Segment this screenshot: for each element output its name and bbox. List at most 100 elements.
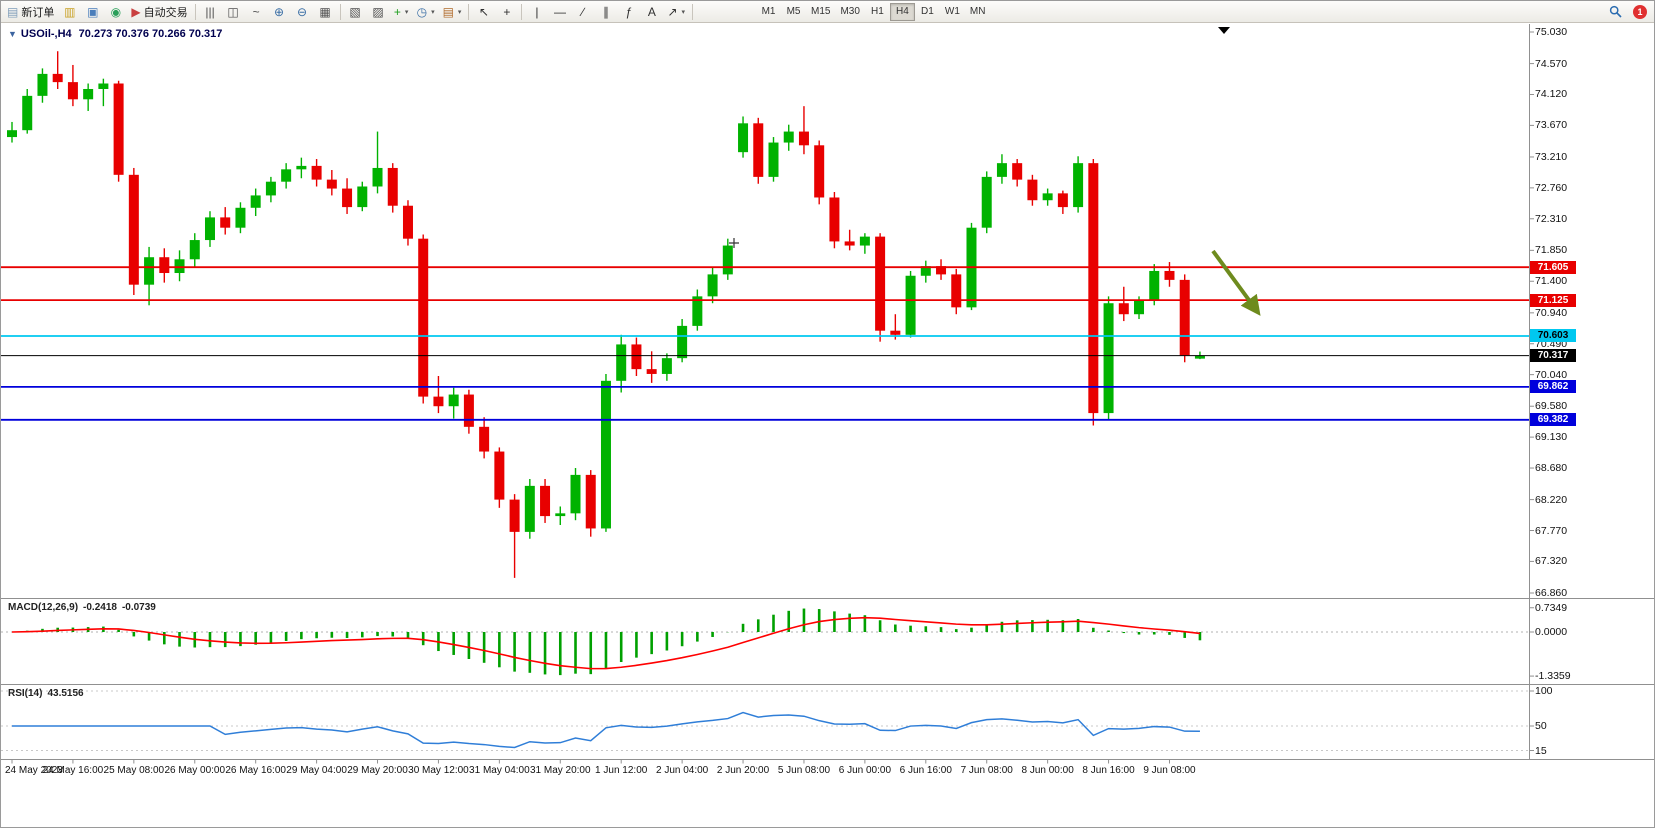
toolbar-separator: [468, 3, 470, 20]
price-scale-label: 67.320: [1535, 555, 1568, 568]
new-order-button[interactable]: ▤ 新订单: [3, 2, 58, 22]
time-axis-label: 24 May 16:00: [42, 765, 104, 776]
timeframe-h4-button[interactable]: H4: [889, 2, 915, 21]
notification-badge[interactable]: 1: [1633, 4, 1647, 19]
vertical-line-button[interactable]: |: [525, 2, 548, 22]
price-tag-69.862: 69.862: [1530, 380, 1576, 394]
chart-title: ▼ USOil-,H4 70.273 70.376 70.266 70.317: [8, 28, 222, 40]
fibonacci-icon: ƒ: [625, 4, 633, 19]
trendline-button[interactable]: ∕: [571, 2, 594, 22]
toolbar-separator: [521, 3, 523, 20]
time-axis-label: 9 Jun 08:00: [1143, 765, 1196, 776]
crosshair-icon: +: [503, 4, 511, 19]
timeframe-d1-button[interactable]: D1: [921, 6, 934, 17]
search-icon: [1609, 5, 1622, 18]
channel-button[interactable]: ∥: [594, 2, 617, 22]
text-button[interactable]: A: [640, 2, 663, 22]
new-chart-icon: ▥: [64, 4, 76, 19]
time-axis-label: 26 May 00:00: [164, 765, 226, 776]
timeframe-h1-button[interactable]: H1: [871, 6, 884, 17]
templates-button[interactable]: ▤ ▾: [439, 2, 466, 22]
caret-down-icon: ▾: [681, 8, 686, 16]
time-axis-label: 29 May 20:00: [347, 765, 408, 776]
price-scale-label: 70.040: [1535, 368, 1568, 381]
toolbar-separator: [339, 3, 341, 20]
arrange-windows-icon: ▨: [372, 4, 384, 19]
timeframe-m1-button[interactable]: M1: [761, 6, 776, 17]
cascade-windows-button[interactable]: ▧: [344, 2, 367, 22]
price-tag-71.125: 71.125: [1530, 293, 1576, 307]
timeframe-m5-button[interactable]: M5: [786, 6, 801, 17]
community-button[interactable]: ◉: [104, 2, 127, 22]
line-chart-icon: ~: [252, 4, 260, 19]
autotrade-icon: ▶: [131, 4, 141, 19]
price-scale-label: 71.400: [1535, 275, 1568, 288]
timeframe-mn-button[interactable]: MN: [969, 6, 986, 17]
zoom-out-button[interactable]: ⊖: [291, 2, 314, 22]
zoom-in-button[interactable]: ⊕: [268, 2, 291, 22]
time-axis-label: 6 Jun 16:00: [899, 765, 952, 776]
time-axis-label: 1 Jun 12:00: [595, 765, 648, 776]
macd-signal-line: [11, 616, 1201, 670]
timeframe-m15-button[interactable]: M15: [811, 6, 831, 17]
time-axis-label: 31 May 04:00: [469, 765, 530, 776]
time-axis-label: 5 Jun 08:00: [777, 765, 831, 776]
price-scale-label: 75.030: [1535, 26, 1568, 38]
time-axis-label: 2 Jun 04:00: [655, 765, 709, 776]
caret-down-icon: ▾: [404, 8, 409, 16]
price-tag-71.605: 71.605: [1530, 260, 1576, 274]
arrange-windows-button[interactable]: ▨: [367, 2, 390, 22]
price-scale-label: 67.770: [1535, 524, 1568, 537]
crosshair-button[interactable]: +: [495, 2, 518, 22]
price-scale-label: 66.860: [1535, 586, 1568, 599]
chart-shift-marker[interactable]: [1218, 27, 1230, 34]
macd-value-main: -0.2418: [83, 602, 117, 613]
new-order-label: 新订单: [21, 6, 55, 19]
one-click-trading-toggle[interactable]: ▼: [8, 29, 17, 39]
channel-icon: ∥: [602, 4, 609, 19]
horizontal-line-button[interactable]: —: [548, 2, 571, 22]
trend-arrow[interactable]: [1211, 249, 1261, 316]
arrows-button[interactable]: ↗ ▾: [663, 2, 689, 22]
price-scale-label: 72.310: [1535, 212, 1568, 225]
search-button[interactable]: [1604, 2, 1627, 22]
rsi-value: 43.5156: [47, 688, 84, 699]
cursor-button[interactable]: ↖: [472, 2, 495, 22]
macd-scale-label: -1.3359: [1535, 670, 1571, 683]
price-scale-label: 73.670: [1535, 119, 1568, 132]
tile-windows-button[interactable]: ▦: [314, 2, 337, 22]
chart-symbol-period: USOil-,H4: [20, 28, 72, 40]
new-chart-button[interactable]: ▥: [58, 2, 81, 22]
macd-histogram: [25, 608, 1202, 676]
time-axis-label: 8 Jun 16:00: [1082, 765, 1135, 776]
time-axis-label: 8 Jun 00:00: [1021, 765, 1074, 776]
time-axis-label: 30 May 12:00: [408, 765, 469, 776]
time-axis-label: 2 Jun 20:00: [716, 765, 770, 776]
autotrade-button[interactable]: ▶ 自动交易: [127, 2, 191, 22]
timeframe-m30-button[interactable]: M30: [840, 6, 860, 17]
chart-ohlc-values: 70.273 70.376 70.266 70.317: [78, 28, 223, 40]
toolbar-separator: [692, 3, 694, 20]
candlestick-button[interactable]: ◫: [222, 2, 245, 22]
line-chart-button[interactable]: ~: [245, 2, 268, 22]
timeframe-w1-button[interactable]: W1: [944, 6, 960, 17]
horizontal-line-icon: —: [553, 4, 566, 19]
tile-windows-icon: ▦: [319, 4, 331, 19]
bar-chart-button[interactable]: |||: [199, 2, 222, 22]
price-scale-label: 72.760: [1535, 181, 1568, 194]
periods-icon: ◷: [416, 4, 428, 19]
periods-button[interactable]: ◷ ▾: [413, 2, 439, 22]
price-scale-label: 74.570: [1535, 57, 1568, 70]
candlestick-icon: ◫: [227, 4, 239, 19]
community-icon: ◉: [110, 4, 122, 19]
time-axis-label: 24 May 2023: [5, 765, 63, 776]
macd-scale-label: 0.0000: [1535, 626, 1568, 638]
macd-name: MACD(12,26,9): [8, 602, 79, 613]
fibonacci-button[interactable]: ƒ: [617, 2, 640, 22]
trendline-icon: ∕: [581, 4, 584, 19]
market-watch-button[interactable]: ▣: [81, 2, 104, 22]
rsi-scale-label: 15: [1535, 744, 1547, 757]
indicators-button[interactable]: + ▾: [390, 2, 413, 22]
